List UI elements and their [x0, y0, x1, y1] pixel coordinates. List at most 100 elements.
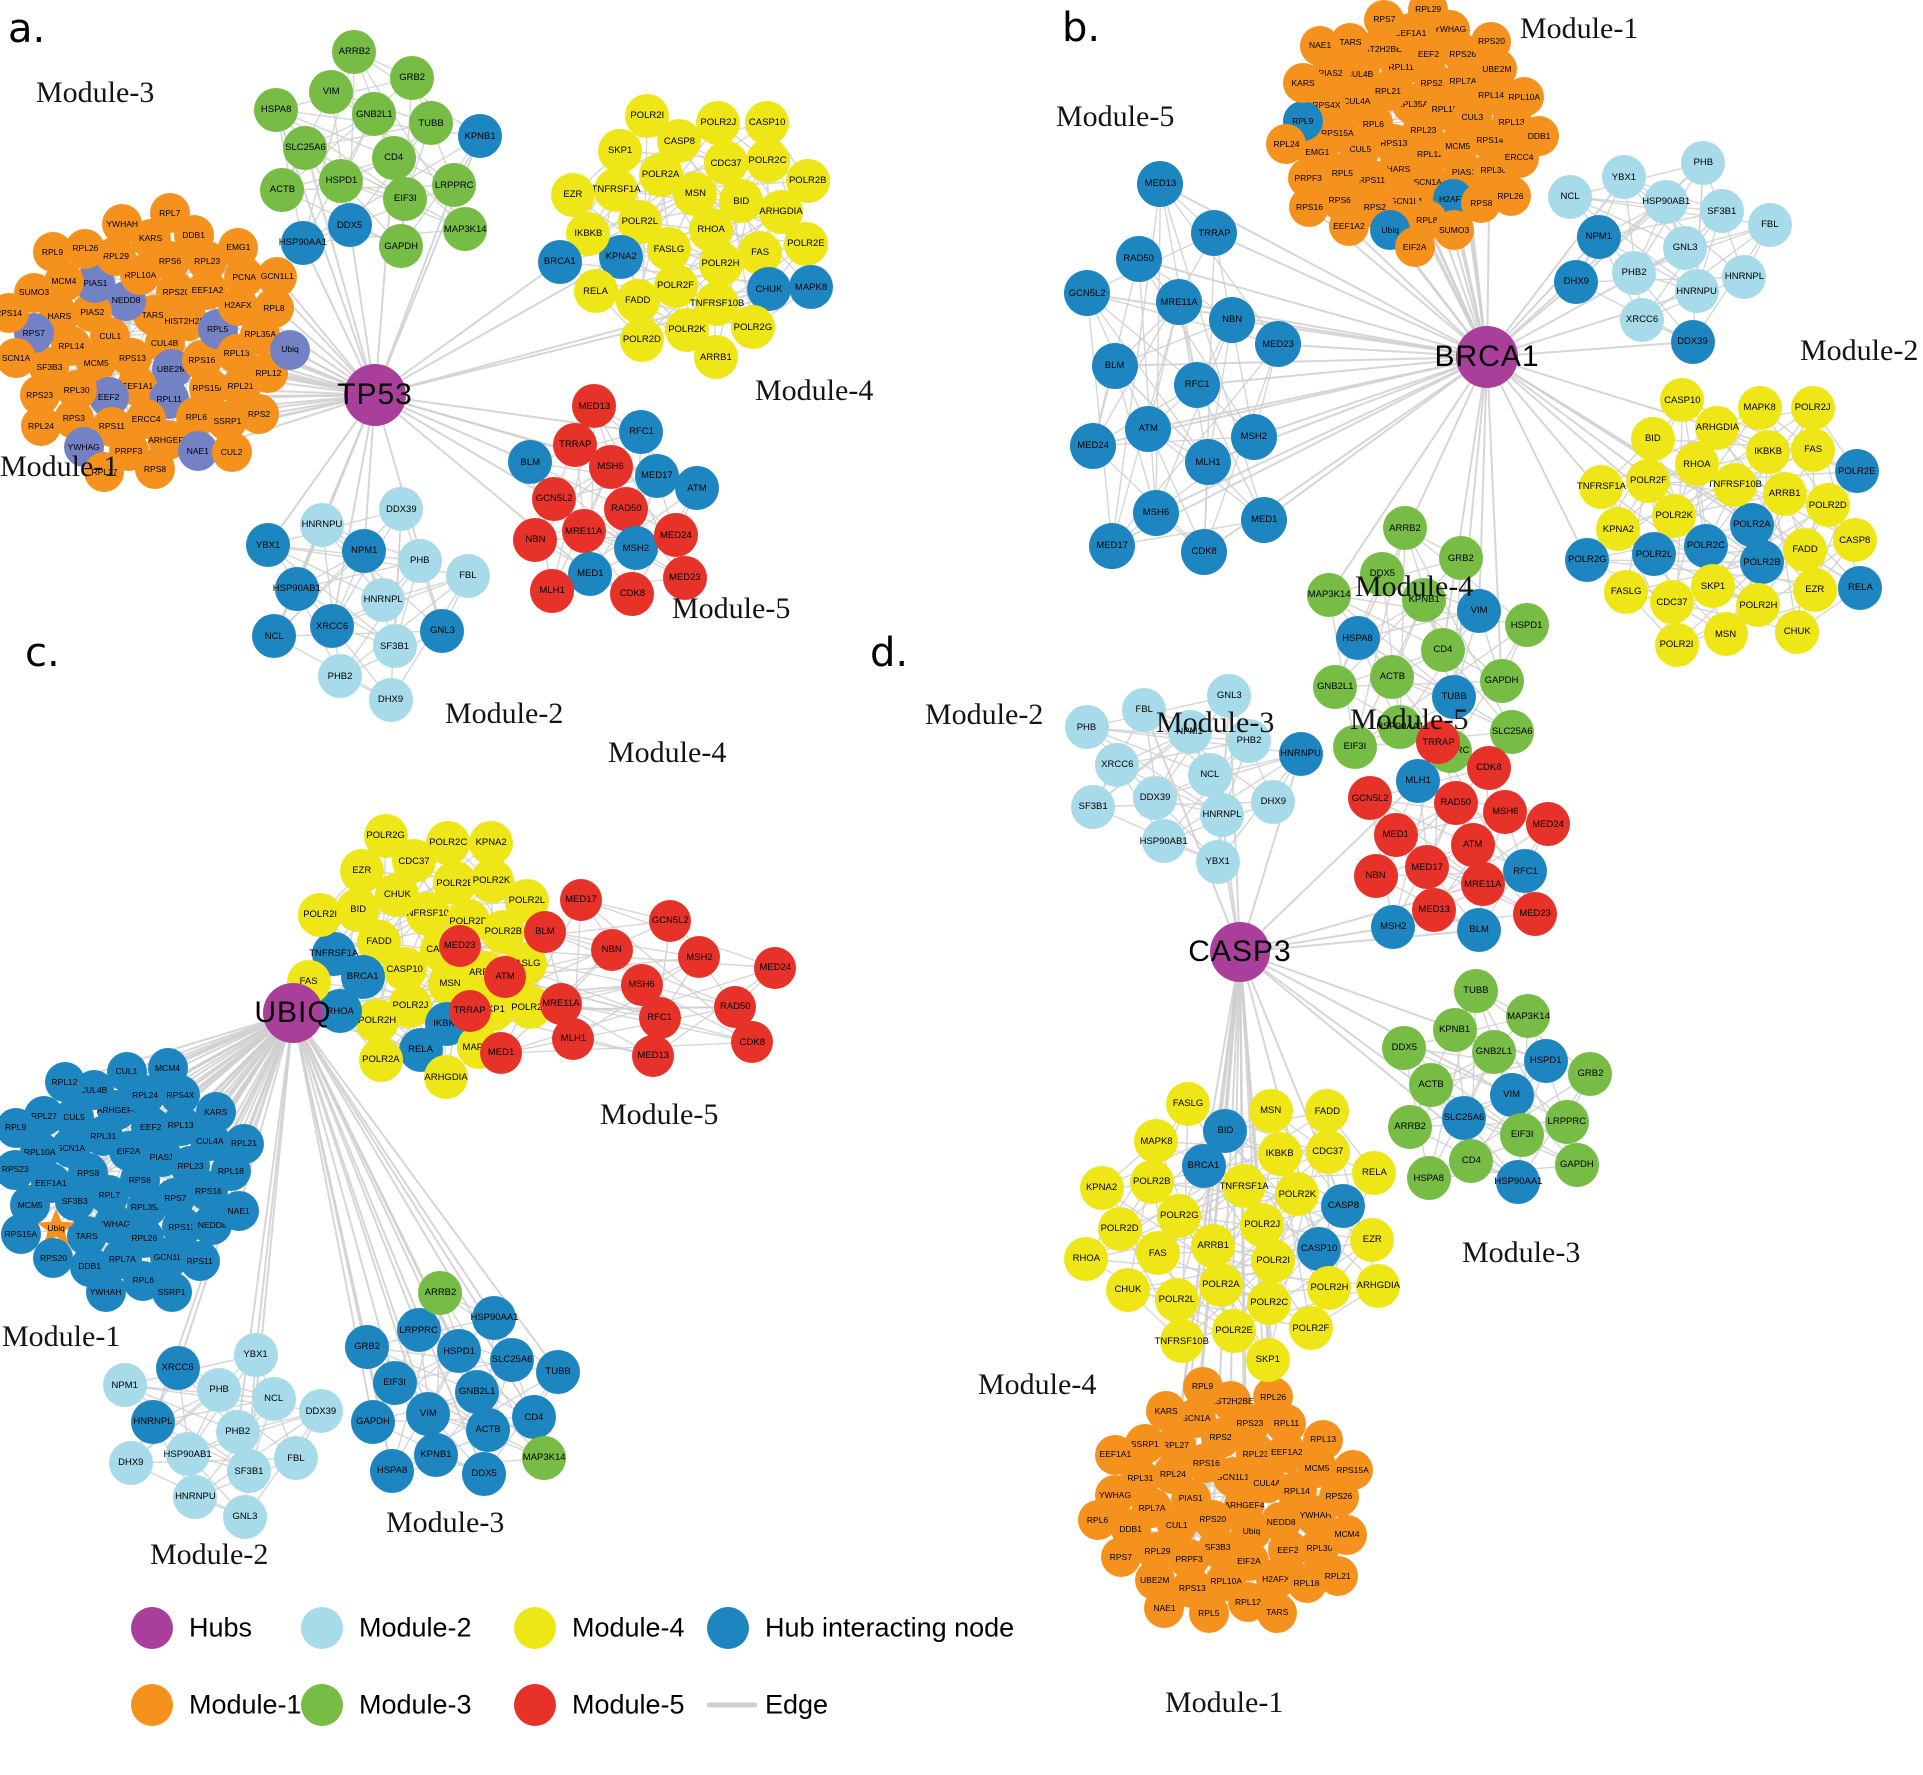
node-RHOA: RHOA	[1674, 442, 1719, 487]
node-HNRNPU: HNRNPU	[1674, 269, 1719, 314]
node-KPNA2: KPNA2	[1596, 507, 1641, 552]
edge	[1486, 290, 1697, 358]
panel-letter-a: a.	[8, 6, 46, 52]
node-POLR2K: POLR2K	[1652, 493, 1697, 538]
node-POLR2C: POLR2C	[1683, 524, 1728, 569]
node-MED23: MED23	[662, 555, 707, 600]
node-TNFRSF1A: TNFRSF1A	[592, 167, 641, 212]
node-GCN1L1: GCN1L1	[257, 256, 298, 297]
node-NAE1: NAE1	[177, 431, 218, 472]
edge	[1212, 1151, 1329, 1247]
node-YBX1: YBX1	[1195, 839, 1240, 884]
node-HSPD1: HSPD1	[437, 1329, 482, 1374]
node-HSPA8: HSPA8	[1335, 616, 1380, 661]
node-SCN1A: SCN1A	[0, 338, 37, 379]
node-CHUK: CHUK	[1105, 1268, 1150, 1313]
node-GAPDH: GAPDH	[351, 1399, 396, 1444]
node-CDK8: CDK8	[1181, 529, 1228, 576]
node-RPL27: RPL27	[84, 451, 125, 492]
node-NPM1: NPM1	[1167, 710, 1212, 755]
panel-letter-b: b.	[1062, 5, 1101, 51]
node-BLM: BLM	[1457, 908, 1502, 953]
edge	[1196, 384, 1265, 521]
legend-label-module-4: Module-4	[572, 1612, 685, 1643]
node-CASP10: CASP10	[745, 100, 790, 145]
module-label-module-1: Module-1	[1165, 1686, 1284, 1719]
edge	[1086, 726, 1223, 816]
edge	[64, 1012, 294, 1084]
node-ACTB: ACTB	[1370, 654, 1415, 699]
legend-swatch-hubs	[131, 1607, 173, 1649]
node-EZR: EZR	[550, 173, 595, 218]
edge	[1138, 258, 1255, 438]
node-BID: BID	[1203, 1108, 1248, 1153]
edge	[374, 261, 561, 396]
edge	[1253, 356, 1488, 438]
node-MRE11A: MRE11A	[539, 982, 582, 1025]
node-MED13: MED13	[1137, 160, 1184, 207]
node-POLR2C: POLR2C	[1247, 1281, 1292, 1326]
node-HNRNPU: HNRNPU	[299, 502, 344, 547]
node-VIM: VIM	[1457, 588, 1502, 633]
node-GNL3: GNL3	[420, 608, 465, 653]
module-label-module-4: Module-4	[978, 1368, 1097, 1401]
node-HSPD1: HSPD1	[1504, 603, 1549, 648]
node-BLM: BLM	[523, 910, 566, 953]
node-SF3B1: SF3B1	[1699, 189, 1744, 234]
node-YBX1: YBX1	[233, 1332, 278, 1377]
node-SKP1: SKP1	[1691, 564, 1736, 609]
node-NBN: NBN	[1209, 296, 1256, 343]
node-NPM1: NPM1	[102, 1363, 147, 1408]
node-POLR2E: POLR2E	[1834, 449, 1879, 494]
node-GCN5L2: GCN5L2	[1064, 270, 1111, 317]
node-GAPDH: GAPDH	[379, 224, 424, 269]
node-EZR: EZR	[1350, 1217, 1395, 1262]
node-VIM: VIM	[406, 1391, 451, 1436]
module-label-module-2: Module-2	[1800, 334, 1919, 367]
node-LRPPRC: LRPPRC	[432, 163, 477, 208]
node-MED23: MED23	[1513, 891, 1558, 936]
node-MAP3K14: MAP3K14	[1506, 994, 1551, 1039]
node-POLR2J: POLR2J	[1790, 385, 1835, 430]
node-GCN5L2: GCN5L2	[532, 477, 577, 522]
node-RFC1: RFC1	[1174, 362, 1221, 408]
node-TNFRSF10B: TNFRSF10B	[1155, 1319, 1209, 1364]
panel-letter-d: d.	[870, 630, 909, 676]
node-MED17: MED17	[1405, 845, 1450, 890]
node-MSH6: MSH6	[1132, 489, 1179, 536]
edge	[1623, 177, 1643, 320]
edge	[275, 109, 406, 200]
node-Ubiq: Ubiq	[269, 329, 310, 370]
edge	[330, 91, 351, 226]
node-RPS16: RPS16	[1289, 186, 1330, 227]
node-RPL9: RPL9	[32, 232, 73, 273]
node-DDX39: DDX39	[1670, 319, 1715, 364]
legend-label-module-1: Module-1	[189, 1689, 302, 1720]
node-MED17: MED17	[1089, 522, 1136, 569]
hub-node-casp3	[1210, 922, 1270, 982]
node-POLR2I: POLR2I	[298, 893, 343, 938]
edge	[1328, 356, 1488, 596]
node-HNRNPU: HNRNPU	[173, 1474, 218, 1519]
node-MED13: MED13	[572, 384, 617, 429]
module-label-module-3: Module-3	[1462, 1236, 1581, 1269]
hub-node-tp53	[344, 364, 406, 426]
node-POLR2H: POLR2H	[1307, 1266, 1352, 1311]
node-FADD: FADD	[615, 278, 660, 323]
node-MED17: MED17	[634, 453, 679, 498]
node-MAP3K14: MAP3K14	[522, 1436, 567, 1481]
node-ARRB2: ARRB2	[332, 29, 377, 74]
module-label-module-5: Module-5	[672, 592, 791, 625]
node-POLR2H: POLR2H	[698, 242, 743, 287]
node-CD4: CD4	[371, 136, 416, 180]
edge	[1263, 356, 1488, 521]
node-RPS11: RPS11	[179, 1241, 220, 1282]
module-label-module-4: Module-4	[755, 374, 874, 407]
edge	[1486, 356, 1589, 561]
node-PHB: PHB	[197, 1367, 242, 1412]
node-CUL2: CUL2	[211, 431, 252, 472]
node-ATM: ATM	[674, 466, 719, 511]
module-label-module-5: Module-5	[600, 1098, 719, 1131]
module-label-module-4: Module-4	[1355, 570, 1474, 603]
node-POLR2G: POLR2G	[1157, 1194, 1202, 1239]
